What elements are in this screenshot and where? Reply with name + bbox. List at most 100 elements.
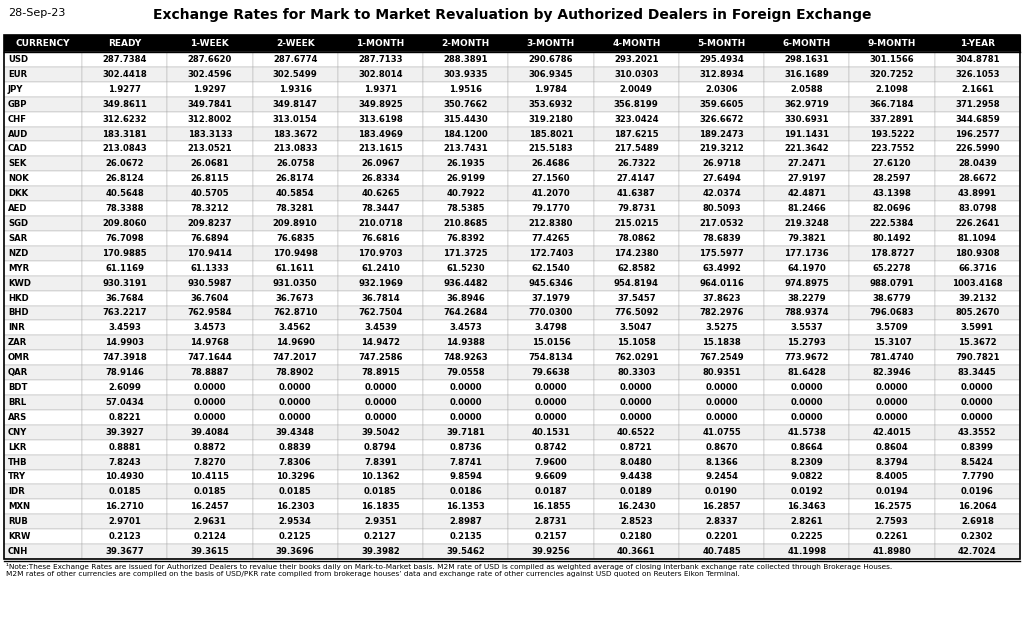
Text: RUB: RUB: [8, 517, 28, 526]
Bar: [594, 544, 679, 559]
Text: 28.6672: 28.6672: [958, 174, 996, 184]
Bar: [423, 52, 508, 67]
Text: 954.8194: 954.8194: [613, 279, 658, 287]
Text: 0.2123: 0.2123: [109, 532, 141, 541]
Text: 26.0672: 26.0672: [105, 159, 144, 168]
Bar: [508, 261, 594, 276]
Bar: [850, 112, 935, 127]
Bar: [167, 410, 253, 425]
Text: 0.8399: 0.8399: [961, 442, 994, 452]
Text: 4-MONTH: 4-MONTH: [612, 39, 660, 48]
Text: 223.7552: 223.7552: [870, 145, 914, 153]
Text: 8.4005: 8.4005: [876, 473, 908, 481]
Text: 2.7593: 2.7593: [876, 517, 908, 526]
Bar: [764, 365, 850, 380]
Text: 773.9672: 773.9672: [784, 353, 829, 362]
Text: 26.9718: 26.9718: [702, 159, 741, 168]
Text: TRY: TRY: [8, 473, 27, 481]
Text: 174.2380: 174.2380: [614, 249, 658, 258]
Text: 7.8391: 7.8391: [364, 457, 397, 467]
Text: CAD: CAD: [8, 145, 28, 153]
Text: 39.3982: 39.3982: [361, 547, 399, 556]
Bar: [935, 499, 1020, 514]
Text: 14.9690: 14.9690: [275, 338, 314, 347]
Bar: [167, 127, 253, 142]
Bar: [338, 276, 423, 290]
Text: 302.5499: 302.5499: [272, 70, 317, 79]
Bar: [4, 231, 82, 246]
Bar: [253, 156, 338, 171]
Bar: [423, 276, 508, 290]
Text: 304.8781: 304.8781: [955, 55, 999, 64]
Text: 796.0683: 796.0683: [869, 308, 914, 318]
Bar: [338, 529, 423, 544]
Bar: [253, 246, 338, 261]
Bar: [82, 216, 167, 231]
Text: 0.0000: 0.0000: [620, 413, 652, 422]
Text: SEK: SEK: [8, 159, 27, 168]
Bar: [253, 514, 338, 529]
Bar: [850, 529, 935, 544]
Bar: [935, 127, 1020, 142]
Text: 0.0187: 0.0187: [535, 488, 567, 496]
Text: 37.5457: 37.5457: [616, 294, 655, 303]
Bar: [423, 201, 508, 216]
Text: 16.2575: 16.2575: [872, 502, 911, 511]
Bar: [338, 455, 423, 470]
Text: 936.4482: 936.4482: [443, 279, 488, 287]
Bar: [508, 350, 594, 365]
Bar: [253, 485, 338, 499]
Bar: [82, 261, 167, 276]
Text: 183.3181: 183.3181: [102, 130, 147, 138]
Text: 0.8664: 0.8664: [791, 442, 823, 452]
Bar: [82, 67, 167, 82]
Bar: [423, 425, 508, 439]
Text: 2.9631: 2.9631: [194, 517, 226, 526]
Text: 747.2017: 747.2017: [272, 353, 317, 362]
Text: 0.0000: 0.0000: [535, 383, 567, 392]
Text: 170.9414: 170.9414: [187, 249, 232, 258]
Bar: [82, 350, 167, 365]
Text: USD: USD: [8, 55, 28, 64]
Bar: [82, 112, 167, 127]
Text: 78.3212: 78.3212: [190, 204, 229, 213]
Text: 754.8134: 754.8134: [528, 353, 573, 362]
Text: 187.6215: 187.6215: [614, 130, 658, 138]
Bar: [764, 439, 850, 455]
Bar: [679, 499, 764, 514]
Text: 747.3918: 747.3918: [102, 353, 147, 362]
Bar: [850, 410, 935, 425]
Bar: [594, 439, 679, 455]
Bar: [4, 499, 82, 514]
Bar: [338, 439, 423, 455]
Bar: [167, 82, 253, 97]
Text: 7.9600: 7.9600: [535, 457, 567, 467]
Bar: [423, 112, 508, 127]
Text: 287.7384: 287.7384: [102, 55, 146, 64]
Bar: [594, 261, 679, 276]
Text: 0.0190: 0.0190: [706, 488, 738, 496]
Text: M2M rates of other currencies are compiled on the basis of USD/PKR rate compiled: M2M rates of other currencies are compil…: [6, 571, 740, 577]
Bar: [167, 529, 253, 544]
Bar: [850, 455, 935, 470]
Bar: [423, 410, 508, 425]
Text: 312.6232: 312.6232: [102, 114, 146, 124]
Bar: [167, 350, 253, 365]
Text: 8.3794: 8.3794: [876, 457, 908, 467]
Bar: [423, 470, 508, 485]
Text: 8.5424: 8.5424: [961, 457, 994, 467]
Text: 295.4934: 295.4934: [699, 55, 744, 64]
Bar: [82, 142, 167, 156]
Bar: [4, 156, 82, 171]
Bar: [423, 171, 508, 186]
Bar: [764, 156, 850, 171]
Bar: [338, 470, 423, 485]
Text: 193.5222: 193.5222: [869, 130, 914, 138]
Bar: [4, 514, 82, 529]
Text: 9.2454: 9.2454: [706, 473, 738, 481]
Text: 3.5709: 3.5709: [876, 323, 908, 332]
Bar: [594, 395, 679, 410]
Text: 26.8174: 26.8174: [275, 174, 314, 184]
Text: 178.8727: 178.8727: [869, 249, 914, 258]
Bar: [594, 410, 679, 425]
